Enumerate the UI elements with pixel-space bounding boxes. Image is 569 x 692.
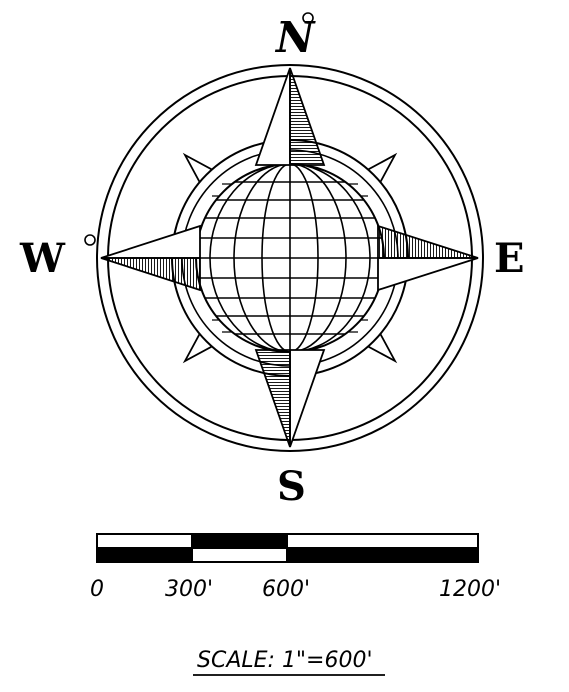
north-label: N <box>274 13 316 62</box>
east-label: E <box>494 235 525 282</box>
scale-label-600: 600' <box>262 577 310 602</box>
south-label: S <box>277 463 306 510</box>
scale-label-300: 300' <box>165 577 213 602</box>
west-label: W <box>19 235 66 282</box>
outer-ring <box>96 64 484 452</box>
west-point <box>100 224 201 292</box>
west-label-dot <box>84 234 96 246</box>
scale-label-1200: 1200' <box>439 577 501 602</box>
north-label-dot <box>302 12 314 24</box>
east-point <box>377 224 479 292</box>
scale-caption: SCALE: 1"=600' <box>197 648 373 673</box>
south-point <box>254 349 326 448</box>
scale-bar <box>96 533 479 563</box>
north-point <box>254 67 326 166</box>
scale-label-0: 0 <box>90 577 104 602</box>
